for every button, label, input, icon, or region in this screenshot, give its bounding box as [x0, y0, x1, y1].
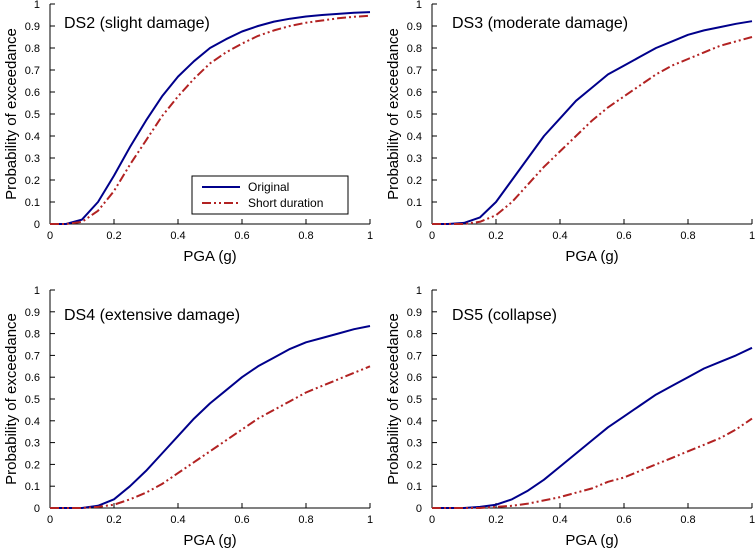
y-tick-label: 0.9: [25, 307, 40, 319]
y-tick-label: 1: [34, 0, 40, 11]
y-tick-label: 0.7: [25, 350, 40, 362]
x-axis-label: PGA (g): [183, 248, 236, 265]
x-tick-label: 0.4: [170, 230, 185, 242]
y-tick-label: 0.7: [407, 65, 422, 77]
chart-panel-1: 0 0.1 0.2 0.3 0.4 0.5 0.6 0.7 0.8 0.9 1 0 0.2 0.4 0.6 0…: [3, 0, 373, 265]
y-tick-label: 0.4: [407, 416, 422, 428]
series-short-duration-line: [432, 36, 753, 225]
chart-title: DS5 (collapse): [452, 307, 557, 324]
x-tick-label: 1: [367, 230, 373, 242]
series-original-line: [432, 346, 753, 509]
y-tick-label: 1: [416, 0, 422, 11]
y-tick-label: 0.2: [25, 459, 40, 471]
y-tick-label: 0.6: [25, 87, 40, 99]
y-tick-label: 0.4: [25, 131, 40, 143]
y-tick-label: 0.6: [407, 372, 422, 384]
y-tick-label: 0: [34, 503, 40, 515]
y-tick-label: 0.8: [407, 329, 422, 341]
y-axis-label: Probability of exceedance: [3, 313, 20, 485]
series-original-line: [50, 11, 371, 225]
series-original-line: [50, 325, 371, 509]
chart-title: DS2 (slight damage): [64, 15, 210, 32]
y-tick-label: 0.4: [25, 416, 40, 428]
x-tick-label: 1: [749, 514, 755, 526]
x-tick-label: 0.6: [234, 230, 249, 242]
x-tick-label: 0: [429, 230, 435, 242]
y-tick-label: 0: [416, 503, 422, 515]
y-tick-label: 0.2: [407, 459, 422, 471]
x-axis-label: PGA (g): [183, 532, 236, 549]
x-tick-label: 0: [47, 230, 53, 242]
y-tick-label: 0.3: [407, 438, 422, 450]
y-tick-label: 0: [416, 219, 422, 231]
x-tick-label: 0.8: [680, 230, 695, 242]
x-axis-label: PGA (g): [565, 532, 618, 549]
y-tick-label: 0.5: [407, 109, 422, 121]
x-tick-label: 0.2: [106, 514, 121, 526]
x-tick-label: 0.6: [234, 514, 249, 526]
x-tick-label: 1: [367, 514, 373, 526]
x-tick-label: 0.4: [170, 514, 185, 526]
chart-panel-2: 0 0.1 0.2 0.3 0.4 0.5 0.6 0.7 0.8 0.9 1 0 0.2 0.4 0.6 0…: [385, 0, 755, 265]
legend: Original Short duration: [191, 175, 349, 215]
chart-title: DS3 (moderate damage): [452, 15, 628, 32]
x-tick-label: 0.6: [616, 230, 631, 242]
y-tick-label: 0: [34, 219, 40, 231]
y-tick-label: 0.3: [407, 153, 422, 165]
y-tick-label: 0.1: [407, 481, 422, 493]
y-tick-label: 0.8: [407, 43, 422, 55]
series-original-line: [432, 20, 753, 225]
y-tick-label: 0.2: [407, 175, 422, 187]
series-short-duration-line: [432, 417, 753, 509]
y-tick-label: 0.3: [25, 438, 40, 450]
x-tick-label: 0.2: [106, 230, 121, 242]
y-axis-label: Probability of exceedance: [385, 313, 402, 485]
y-tick-label: 0.5: [25, 394, 40, 406]
x-tick-label: 0: [429, 514, 435, 526]
y-tick-label: 0.1: [25, 481, 40, 493]
y-tick-label: 0.5: [25, 109, 40, 121]
y-axis-label: Probability of exceedance: [3, 28, 20, 200]
y-tick-label: 1: [416, 285, 422, 297]
y-tick-label: 0.9: [407, 21, 422, 33]
series-short-duration-line: [50, 365, 371, 509]
x-axis-label: PGA (g): [565, 248, 618, 265]
x-tick-label: 0.8: [680, 514, 695, 526]
y-tick-label: 0.7: [407, 350, 422, 362]
series-short-duration-line: [50, 14, 371, 225]
x-tick-label: 0.6: [616, 514, 631, 526]
y-axis-label: Probability of exceedance: [385, 28, 402, 200]
y-tick-label: 1: [34, 285, 40, 297]
y-tick-label: 0.8: [25, 43, 40, 55]
x-tick-label: 0.2: [488, 514, 503, 526]
y-tick-label: 0.1: [407, 197, 422, 209]
x-tick-label: 1: [749, 230, 755, 242]
x-tick-label: 0.4: [552, 230, 567, 242]
chart-title: DS4 (extensive damage): [64, 307, 240, 324]
y-tick-label: 0.2: [25, 175, 40, 187]
chart-panel-3: 0 0.1 0.2 0.3 0.4 0.5 0.6 0.7 0.8 0.9 1 0 0.2 0.4 0.6 0…: [3, 285, 373, 549]
y-tick-label: 0.1: [25, 197, 40, 209]
x-tick-label: 0.2: [488, 230, 503, 242]
y-tick-label: 0.3: [25, 153, 40, 165]
x-tick-label: 0.8: [298, 514, 313, 526]
y-tick-label: 0.9: [25, 21, 40, 33]
chart-panel-4: 0 0.1 0.2 0.3 0.4 0.5 0.6 0.7 0.8 0.9 1 0 0.2 0.4 0.6 0…: [385, 285, 755, 549]
legend-box: [191, 175, 349, 215]
y-tick-label: 0.8: [25, 329, 40, 341]
y-tick-label: 0.6: [25, 372, 40, 384]
y-tick-label: 0.6: [407, 87, 422, 99]
y-tick-label: 0.7: [25, 65, 40, 77]
x-tick-label: 0.8: [298, 230, 313, 242]
x-tick-label: 0.4: [552, 514, 567, 526]
legend-short-duration-label: Short duration: [248, 196, 323, 210]
legend-original-label: Original: [248, 180, 289, 194]
y-tick-label: 0.5: [407, 394, 422, 406]
y-tick-label: 0.4: [407, 131, 422, 143]
y-tick-label: 0.9: [407, 307, 422, 319]
x-tick-label: 0: [47, 514, 53, 526]
